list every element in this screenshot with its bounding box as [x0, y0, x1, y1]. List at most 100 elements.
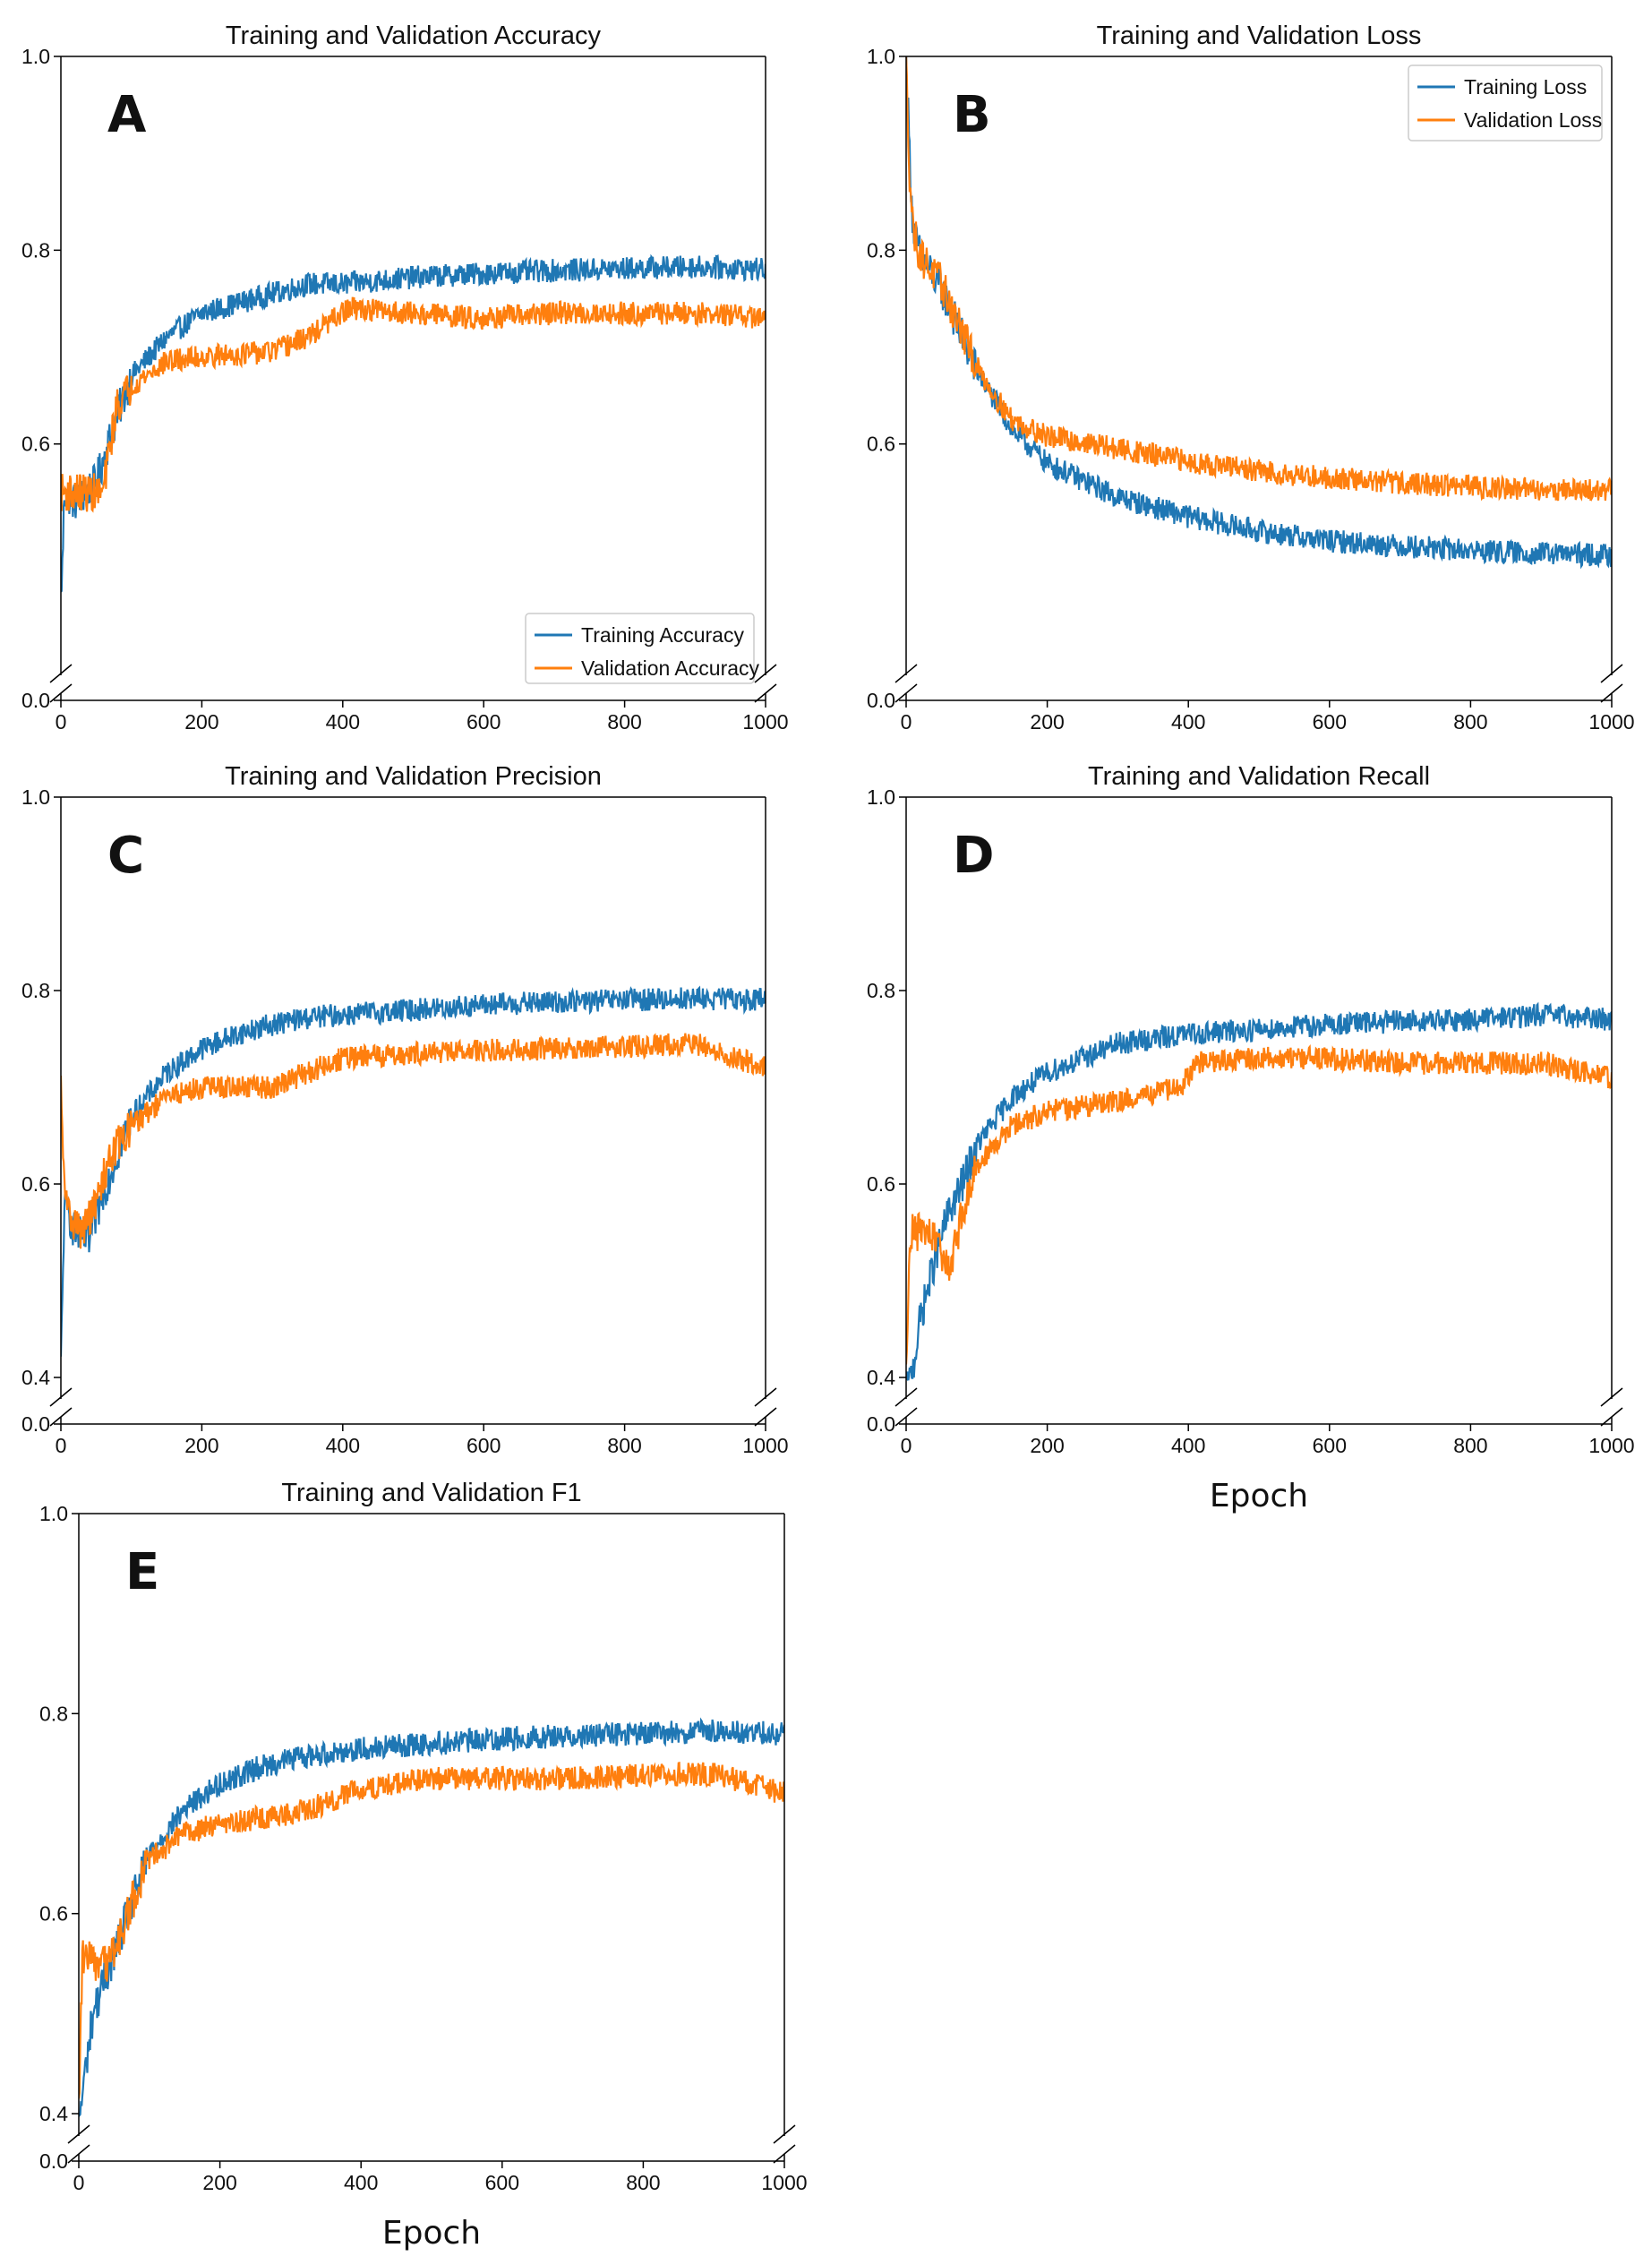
chart-title: Training and Validation Precision	[225, 762, 602, 791]
panel-label: C	[107, 827, 144, 885]
x-tick-label: 200	[1030, 710, 1064, 734]
axis-break-mark	[49, 1407, 73, 1427]
y-tick-label: 0.4	[867, 1366, 895, 1389]
y-tick-label: 0.8	[21, 979, 50, 1002]
axis-break-mark	[754, 1407, 777, 1427]
y-tick-label: 0.6	[867, 433, 895, 456]
x-tick-label: 600	[466, 710, 501, 734]
y-tick-label: 0.8	[867, 238, 895, 262]
y-tick-label: 0.6	[21, 1172, 50, 1196]
y-tick-label: 0.6	[867, 1172, 895, 1196]
y-tick-label: 0.6	[21, 433, 50, 456]
x-tick-label: 600	[1313, 1434, 1347, 1457]
x-tick-label: 0	[901, 1434, 912, 1457]
series-line-d-1	[906, 1044, 1612, 1365]
chart-title: Training and Validation Loss	[1097, 21, 1422, 50]
legend: Training Loss Validation Loss	[1408, 64, 1603, 142]
x-tick-label: 600	[466, 1434, 501, 1457]
x-tick-label: 1000	[761, 2171, 807, 2194]
y-tick-label: 1.0	[867, 785, 895, 809]
axis-break-mark	[1600, 683, 1623, 703]
axis-break-mark	[754, 664, 777, 683]
x-tick-label: 400	[326, 710, 360, 734]
axis-break-mark	[49, 1387, 73, 1407]
panel-c: 0 200 400 600 800 1000 0.0 0.4 0.6 0.8 1.0 Training…	[21, 762, 789, 1457]
x-tick-label: 800	[1453, 710, 1487, 734]
chart-title: Training and Validation F1	[281, 1479, 581, 1507]
y-tick-label: 0.0	[867, 689, 895, 712]
x-tick-label: 800	[607, 710, 641, 734]
y-tick-label: 0.0	[21, 1412, 50, 1436]
y-tick-label: 0.0	[21, 689, 50, 712]
x-tick-label: 0	[56, 1434, 67, 1457]
y-tick-label: 1.0	[21, 785, 50, 809]
panel-label: B	[953, 86, 991, 144]
series-line-c-1	[61, 1033, 766, 1249]
series-line-e-0	[79, 1717, 784, 2117]
legend-entry: Validation Accuracy	[581, 656, 760, 680]
series-line-a-1	[61, 296, 766, 513]
y-tick-label: 0.6	[39, 1902, 68, 1926]
panel-label: E	[125, 1543, 159, 1601]
x-tick-label: 200	[184, 1434, 218, 1457]
chart-title: Training and Validation Accuracy	[226, 21, 602, 50]
x-tick-label: 1000	[1588, 1434, 1634, 1457]
x-tick-label: 400	[344, 2171, 378, 2194]
panel-a: 0 200 400 600 800 1000 0.0 0.6 0.8 1.0 Training an…	[21, 21, 789, 734]
y-tick-label: 1.0	[39, 1502, 68, 1525]
x-tick-label: 0	[56, 710, 67, 734]
legend: Training Accuracy Validation Accuracy	[525, 613, 760, 684]
x-tick-label: 200	[1030, 1434, 1064, 1457]
axis-break-mark	[773, 2124, 796, 2144]
x-tick-label: 1000	[742, 1434, 788, 1457]
axis-break-mark	[67, 2124, 90, 2144]
panel-d: 0 200 400 600 800 1000 0.0 0.4 0.6 0.8 1.0 Training…	[867, 762, 1635, 1514]
axis-break-mark	[894, 1387, 918, 1407]
y-tick-label: 0.4	[21, 1366, 50, 1389]
y-tick-label: 0.8	[867, 979, 895, 1002]
y-tick-label: 1.0	[867, 45, 895, 68]
axis-break-mark	[1600, 1387, 1623, 1407]
chart-title: Training and Validation Recall	[1088, 762, 1430, 791]
y-tick-label: 0.4	[39, 2102, 68, 2125]
axis-break-mark	[894, 664, 918, 683]
legend-box	[525, 613, 755, 684]
axis-break-mark	[49, 683, 73, 703]
panel-b: 0 200 400 600 800 1000 0.0 0.6 0.8 1.0 Training an…	[867, 21, 1635, 734]
axis-break-mark	[67, 2144, 90, 2164]
axis-break-mark	[754, 1387, 777, 1407]
panel-e: 0 200 400 600 800 1000 0.0 0.4 0.6 0.8 1.0 Training…	[39, 1479, 808, 2252]
x-tick-label: 800	[607, 1434, 641, 1457]
series-line-a-0	[61, 253, 766, 593]
legend-box	[1408, 64, 1603, 142]
series-line-e-1	[79, 1762, 784, 2099]
axis-break-mark	[49, 664, 73, 683]
legend-entry: Validation Loss	[1464, 108, 1602, 132]
x-tick-label: 400	[326, 1434, 360, 1457]
x-tick-label: 800	[626, 2171, 660, 2194]
y-tick-label: 1.0	[21, 45, 50, 68]
legend-entry: Training Loss	[1464, 75, 1587, 99]
series-line-b-1	[906, 56, 1612, 502]
y-tick-label: 0.8	[21, 238, 50, 262]
x-tick-label: 800	[1453, 1434, 1487, 1457]
axis-break-mark	[1600, 1407, 1623, 1427]
series-line-d-0	[906, 1001, 1612, 1382]
axis-break-mark	[773, 2144, 796, 2164]
x-tick-label: 600	[1313, 710, 1347, 734]
y-tick-label: 0.8	[39, 1702, 68, 1725]
legend-entry: Training Accuracy	[581, 623, 744, 647]
x-tick-label: 1000	[742, 710, 788, 734]
y-tick-label: 0.0	[39, 2149, 68, 2173]
axis-break-mark	[754, 683, 777, 703]
x-tick-label: 600	[485, 2171, 519, 2194]
axis-break-mark	[894, 683, 918, 703]
x-axis-label: Epoch	[382, 2215, 481, 2252]
x-tick-label: 400	[1171, 710, 1205, 734]
x-tick-label: 0	[73, 2171, 85, 2194]
y-tick-label: 0.0	[867, 1412, 895, 1436]
x-tick-label: 200	[184, 710, 218, 734]
x-tick-label: 400	[1171, 1434, 1205, 1457]
x-tick-label: 1000	[1588, 710, 1634, 734]
